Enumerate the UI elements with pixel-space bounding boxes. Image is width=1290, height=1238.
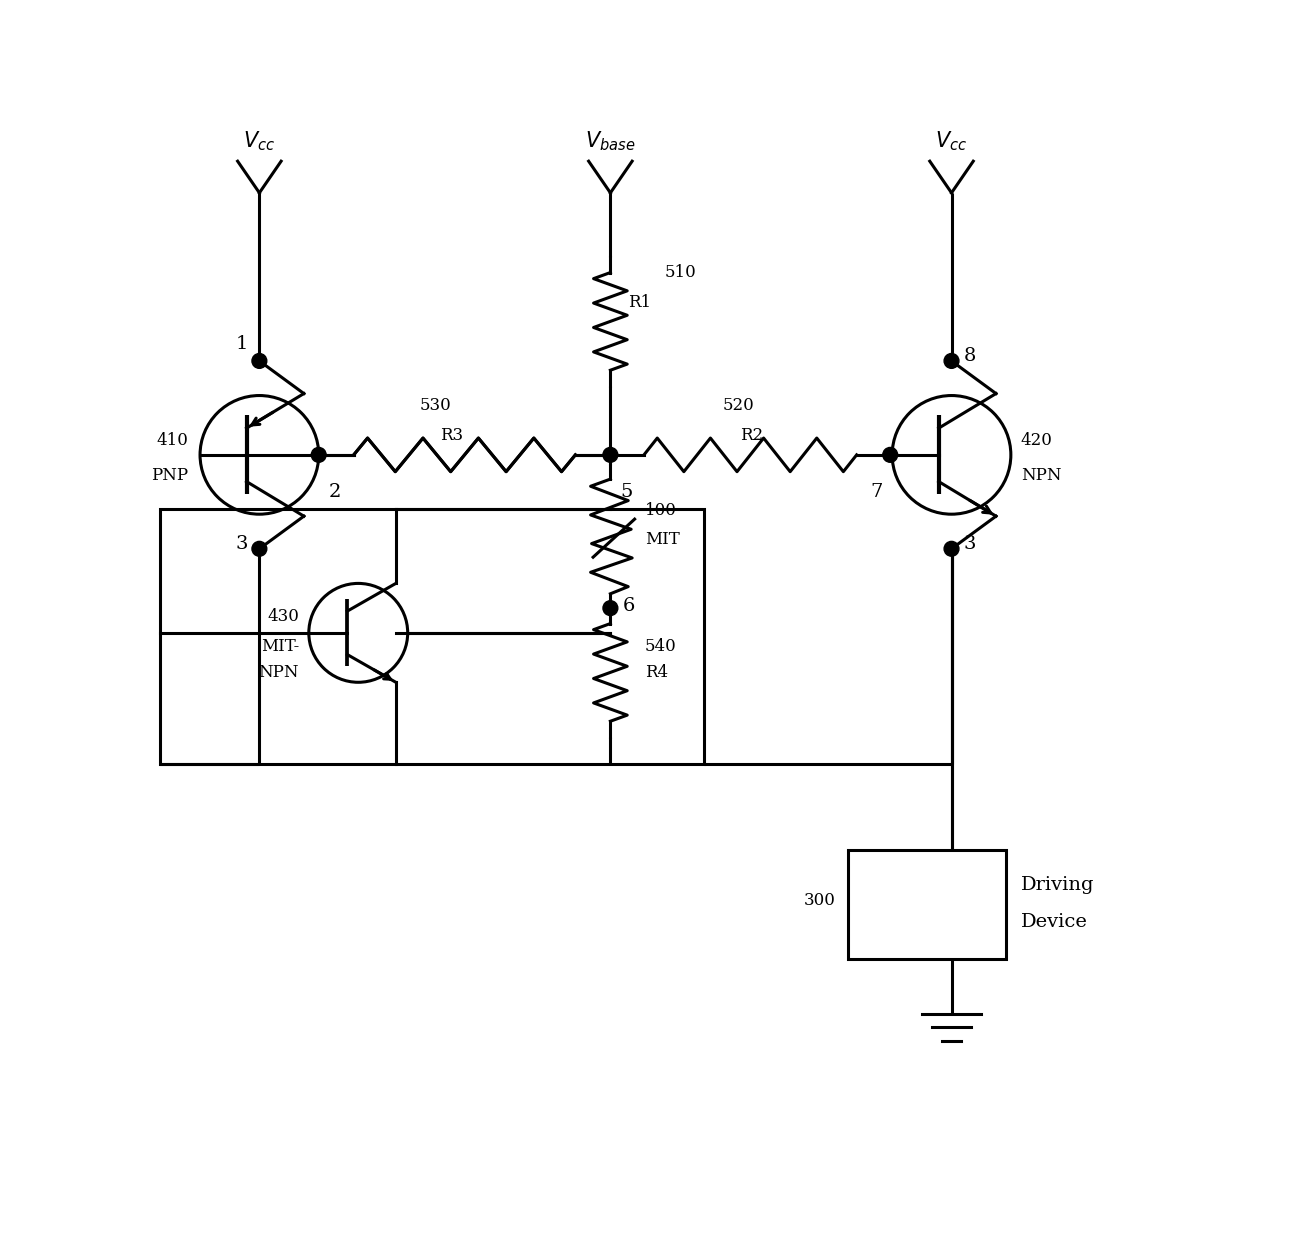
Text: 8: 8: [964, 347, 975, 365]
Text: 430: 430: [267, 608, 299, 625]
Circle shape: [944, 354, 958, 369]
Circle shape: [944, 541, 958, 556]
Text: NPN: NPN: [1020, 467, 1062, 484]
Text: NPN: NPN: [258, 665, 299, 681]
Text: $V_{cc}$: $V_{cc}$: [935, 130, 968, 154]
Circle shape: [252, 354, 267, 369]
Text: 420: 420: [1020, 432, 1053, 449]
Text: 3: 3: [964, 535, 977, 553]
Text: MIT-: MIT-: [261, 638, 299, 655]
Text: 5: 5: [620, 483, 632, 500]
Text: Driving: Driving: [1020, 877, 1094, 894]
Text: 510: 510: [664, 264, 697, 281]
Circle shape: [602, 600, 618, 615]
Bar: [848, 851, 1006, 959]
Text: $V_{cc}$: $V_{cc}$: [244, 130, 276, 154]
Text: Device: Device: [1020, 912, 1087, 931]
Text: 3: 3: [235, 535, 248, 553]
Text: 520: 520: [722, 397, 755, 415]
Text: PNP: PNP: [151, 467, 188, 484]
Text: R1: R1: [628, 293, 651, 311]
Text: 300: 300: [804, 891, 836, 909]
Text: 2: 2: [329, 483, 341, 500]
Text: 540: 540: [645, 638, 677, 655]
Text: R3: R3: [440, 427, 463, 444]
Circle shape: [882, 447, 898, 462]
Text: 7: 7: [869, 483, 882, 500]
Circle shape: [602, 447, 618, 462]
Text: R2: R2: [740, 427, 764, 444]
Text: MIT: MIT: [645, 531, 680, 548]
Text: $V_{base}$: $V_{base}$: [586, 130, 636, 154]
Text: 530: 530: [421, 397, 452, 415]
Text: 100: 100: [645, 501, 677, 519]
Text: R4: R4: [645, 665, 668, 681]
Text: 410: 410: [156, 432, 188, 449]
Circle shape: [252, 541, 267, 556]
Bar: [160, 509, 704, 764]
Text: 6: 6: [622, 597, 635, 615]
Circle shape: [311, 447, 326, 462]
Text: 1: 1: [235, 335, 248, 353]
